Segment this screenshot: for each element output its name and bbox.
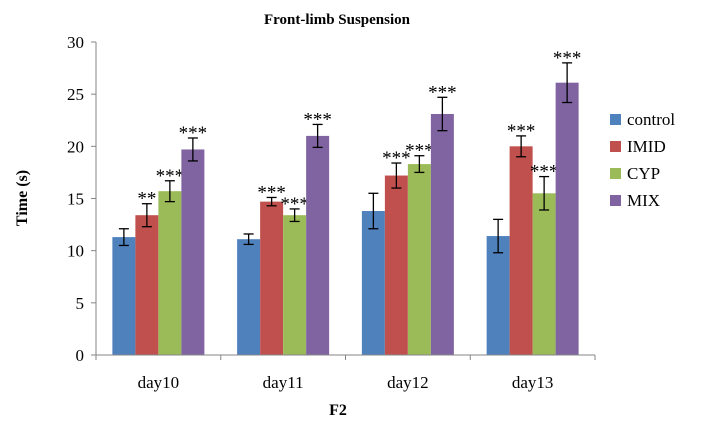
legend-swatch-imid (610, 141, 621, 152)
bar-imid-day12 (384, 175, 408, 355)
y-tick-label: 30 (67, 33, 84, 52)
x-tick-label: day13 (512, 373, 554, 392)
significance-label: ** (137, 189, 156, 210)
significance-label: *** (257, 182, 286, 203)
legend-label-control: control (627, 110, 675, 129)
significance-label: *** (405, 141, 434, 162)
bar-imid-day11 (260, 201, 284, 355)
x-tick-label: day11 (263, 373, 304, 392)
bar-imid-day10 (135, 215, 159, 355)
significance-label: *** (428, 82, 457, 103)
significance-label: *** (553, 48, 582, 69)
legend: control IMID CYP MIX (610, 110, 675, 210)
significance-label: *** (303, 109, 332, 130)
chart-title: Front-limb Suspension (264, 12, 411, 28)
y-tick-label: 0 (76, 346, 85, 365)
y-tick-label: 20 (67, 137, 84, 156)
bar-cyp-day12 (407, 164, 431, 355)
bar-mix-day11 (306, 135, 330, 355)
significance-label: *** (530, 162, 559, 183)
legend-label-cyp: CYP (627, 164, 660, 183)
bar-control-day11 (237, 239, 261, 355)
bar-control-day12 (361, 211, 385, 355)
legend-swatch-cyp (610, 168, 621, 179)
x-axis-title: F2 (329, 402, 347, 419)
bar-mix-day12 (430, 113, 454, 356)
bar-imid-day13 (509, 146, 533, 355)
significance-label: *** (156, 166, 185, 187)
legend-label-mix: MIX (627, 191, 660, 210)
y-tick-label: 10 (67, 242, 84, 261)
legend-swatch-mix (610, 195, 621, 206)
bar-control-day10 (112, 237, 136, 355)
bar-cyp-day10 (158, 191, 182, 355)
bar-control-day13 (486, 236, 510, 355)
y-tick-label: 15 (67, 190, 84, 209)
legend-label-imid: IMID (627, 137, 666, 156)
bar-cyp-day11 (283, 215, 307, 355)
y-tick-label: 5 (76, 294, 85, 313)
legend-swatch-control (610, 114, 621, 125)
significance-label: *** (507, 121, 536, 142)
significance-label: *** (280, 194, 309, 215)
bar-mix-day10 (181, 149, 205, 355)
bar-cyp-day13 (532, 193, 556, 355)
significance-label: *** (179, 123, 208, 144)
x-tick-label: day10 (138, 373, 180, 392)
bar-mix-day13 (555, 82, 579, 355)
y-axis-title: Time (s) (14, 170, 31, 226)
y-tick-label: 25 (67, 85, 84, 104)
significance-label: *** (382, 148, 411, 169)
x-tick-label: day12 (387, 373, 429, 392)
